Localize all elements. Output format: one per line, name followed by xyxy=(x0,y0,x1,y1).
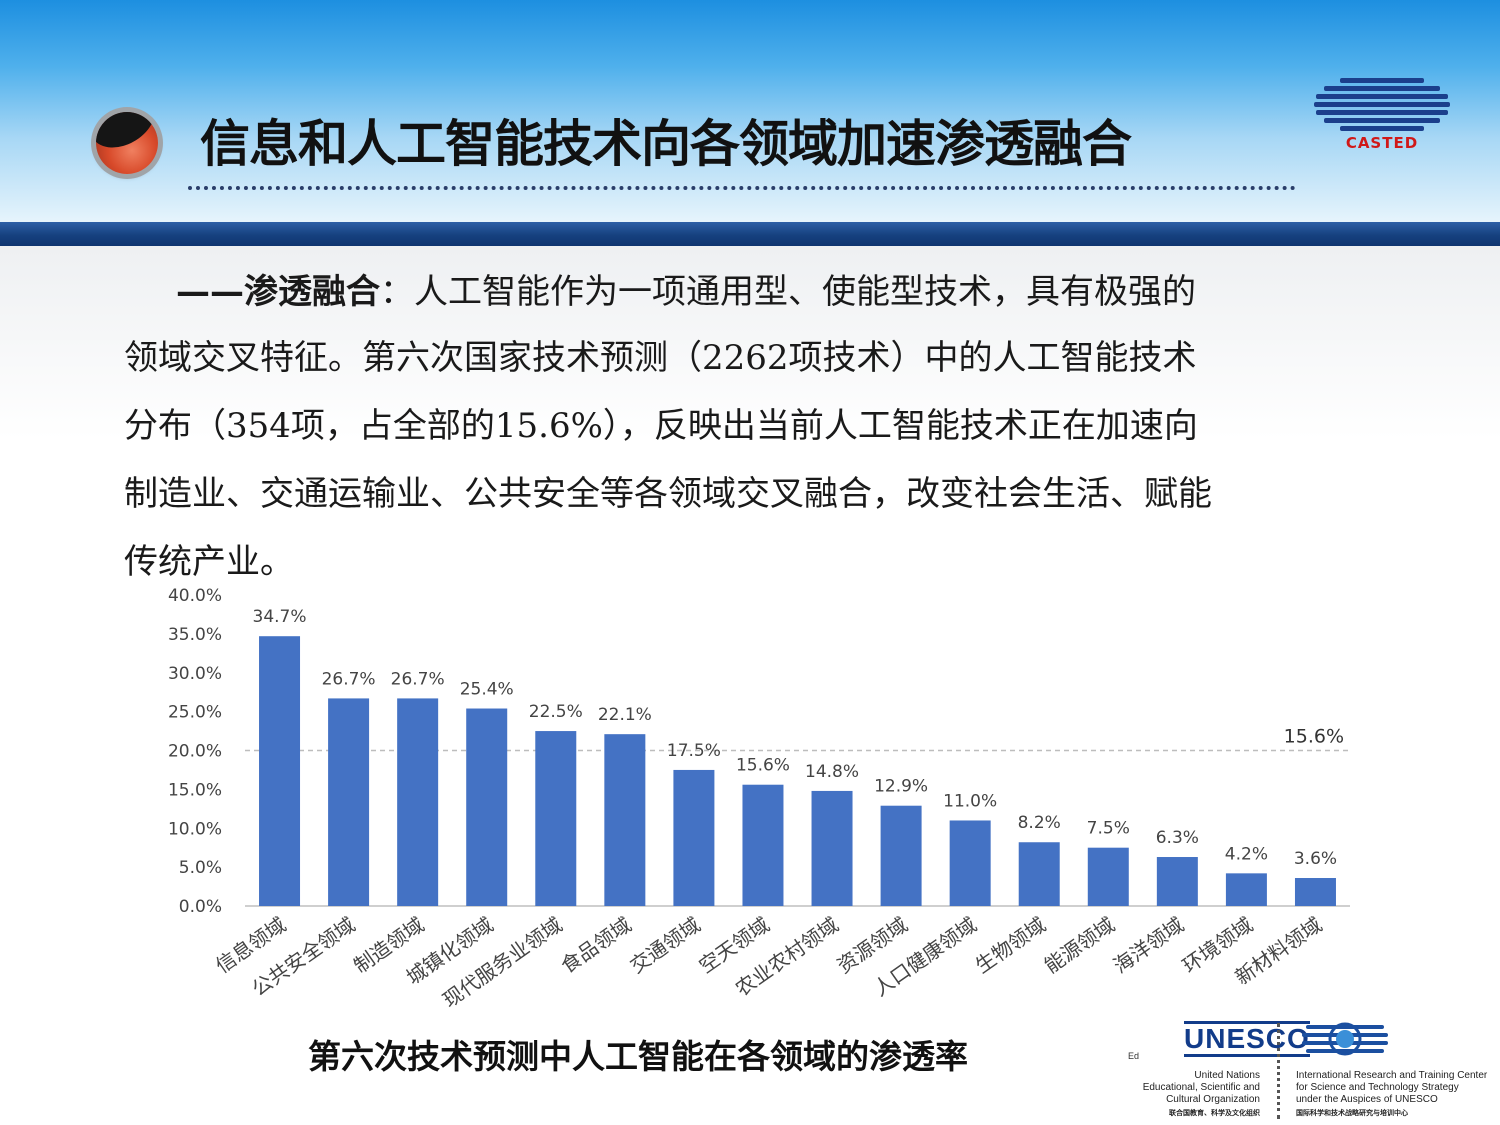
unesco-org-line: United Nations xyxy=(1194,1070,1260,1081)
bar xyxy=(397,698,439,906)
unesco-ed-text: Ed xyxy=(1128,1051,1140,1061)
y-tick-label: 5.0% xyxy=(179,858,222,878)
x-tick-label: 食品领域 xyxy=(556,912,635,978)
irtc-org-line: for Science and Technology Strategy xyxy=(1296,1082,1459,1093)
casted-logo-icon xyxy=(1314,78,1450,131)
bar xyxy=(880,805,922,906)
bar xyxy=(1018,842,1060,906)
unesco-footer: Ed UNESCO United Nations Educational, Sc… xyxy=(1120,1015,1500,1125)
irtc-org-line: under the Auspices of UNESCO xyxy=(1296,1094,1438,1105)
unesco-org-line: Cultural Organization xyxy=(1166,1094,1260,1105)
irtc-org-name: International Research and Training Cent… xyxy=(1296,1070,1496,1106)
data-label: 7.5% xyxy=(1087,819,1130,839)
data-label: 34.7% xyxy=(253,607,307,627)
intro-line-1-rest: ：人工智能作为一项通用型、使能型技术，具有极强的 xyxy=(380,272,1196,312)
bar xyxy=(673,769,715,906)
bar xyxy=(328,698,370,906)
data-label: 17.5% xyxy=(667,741,721,761)
unesco-org-line: Educational, Scientific and xyxy=(1142,1082,1260,1093)
bar xyxy=(466,708,508,906)
bar xyxy=(949,820,991,906)
bar xyxy=(1294,878,1336,906)
intro-line-5: 传统产业。 xyxy=(124,542,294,582)
bar xyxy=(535,731,577,906)
intro-line-1: ——渗透融合：人工智能作为一项通用型、使能型技术，具有极强的 xyxy=(176,264,1196,313)
data-label: 22.5% xyxy=(529,702,583,722)
bar xyxy=(1087,847,1129,906)
y-tick-label: 40.0% xyxy=(168,586,222,606)
header-background xyxy=(0,0,1500,222)
y-tick-label: 10.0% xyxy=(168,819,222,839)
data-label: 6.3% xyxy=(1156,828,1199,848)
title-divider xyxy=(188,186,1296,190)
penetration-bar-chart: 0.0% 5.0% 10.0% 15.0% 20.0% 25.0% 30.0% 35.0% 40… xyxy=(168,586,1350,1012)
y-tick-label: 30.0% xyxy=(168,664,222,684)
bar xyxy=(604,734,646,906)
x-tick-label: 海洋领域 xyxy=(1109,912,1188,978)
bar xyxy=(1156,857,1198,906)
y-tick-label: 0.0% xyxy=(179,897,222,917)
data-label: 3.6% xyxy=(1294,849,1337,869)
globe-logo-icon xyxy=(1302,1022,1388,1056)
data-label: 4.2% xyxy=(1225,844,1268,864)
x-tick-label: 现代服务业领域 xyxy=(438,912,566,1012)
data-label: 8.2% xyxy=(1018,813,1061,833)
data-label: 15.6% xyxy=(736,756,790,776)
data-label: 14.8% xyxy=(805,762,859,782)
chart-caption: 第六次技术预测中人工智能在各领域的渗透率 xyxy=(308,1037,968,1076)
y-tick-label: 25.0% xyxy=(168,703,222,723)
footer-separator xyxy=(1277,1023,1280,1119)
header-band xyxy=(0,222,1500,246)
bullet-ball-icon xyxy=(96,112,158,174)
data-label: 12.9% xyxy=(874,777,928,797)
x-tick-label: 交通领域 xyxy=(625,912,704,978)
data-label: 25.4% xyxy=(460,680,514,700)
irtc-org-name-cn: 国际科学和技术战略研究与培训中心 xyxy=(1296,1110,1408,1117)
irtc-org-line: International Research and Training Cent… xyxy=(1296,1070,1488,1081)
bar xyxy=(1225,873,1267,906)
x-tick-label: 生物领域 xyxy=(971,912,1050,978)
content-background xyxy=(0,246,1500,1125)
y-tick-label: 35.0% xyxy=(168,625,222,645)
bar xyxy=(742,784,784,906)
bar xyxy=(811,790,853,906)
data-label: 26.7% xyxy=(391,669,445,689)
data-label: 22.1% xyxy=(598,705,652,725)
reference-line-label: 15.6% xyxy=(1284,726,1344,748)
intro-line-3: 分布（354项，占全部的15.6%），反映出当前人工智能技术正在加速向 xyxy=(124,406,1198,446)
data-label: 26.7% xyxy=(322,669,376,689)
y-tick-label: 15.0% xyxy=(168,780,222,800)
intro-line-2: 领域交叉特征。第六次国家技术预测（2262项技术）中的人工智能技术 xyxy=(124,338,1197,378)
unesco-org-name: United Nations Educational, Scientific a… xyxy=(1130,1070,1260,1106)
intro-line-4: 制造业、交通运输业、公共安全等各领域交叉融合，改变社会生活、赋能 xyxy=(124,474,1212,514)
data-label: 11.0% xyxy=(943,791,997,811)
intro-lead: ——渗透融合 xyxy=(176,272,380,312)
slide-title: 信息和人工智能技术向各领域加速渗透融合 xyxy=(200,115,1132,173)
x-tick-label: 能源领域 xyxy=(1040,912,1119,978)
casted-logo-text: CASTED xyxy=(1345,134,1419,152)
unesco-org-name-cn: 联合国教育、科学及文化组织 xyxy=(1169,1110,1260,1117)
bar xyxy=(259,636,301,906)
unesco-logo-text: UNESCO xyxy=(1184,1021,1310,1057)
y-tick-label: 20.0% xyxy=(168,742,222,762)
